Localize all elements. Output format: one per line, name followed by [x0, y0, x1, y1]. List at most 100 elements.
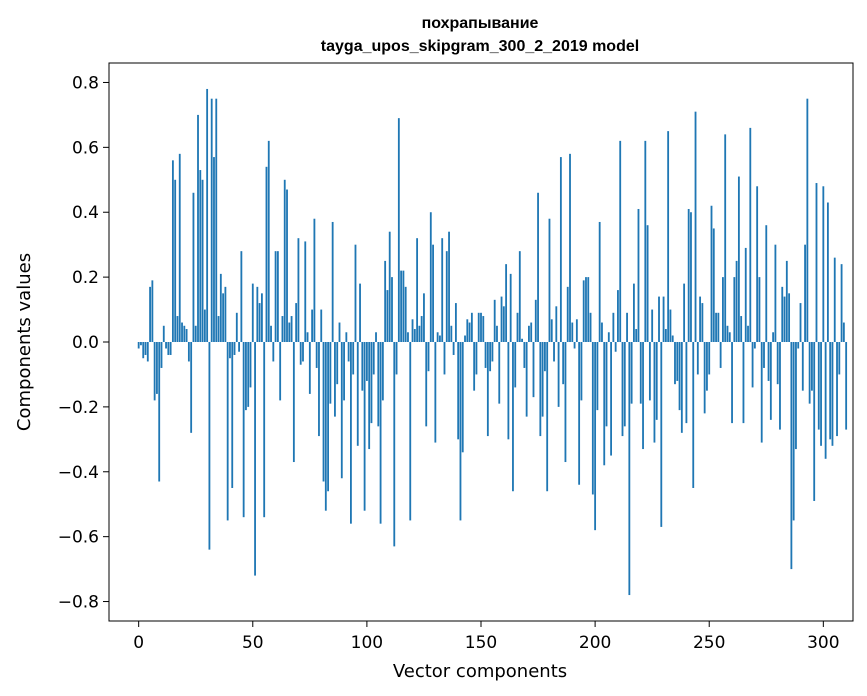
- bar-47: [245, 342, 247, 411]
- bar-297: [815, 183, 818, 342]
- bar-268: [749, 127, 752, 342]
- bar-32: [210, 98, 213, 343]
- bar-83: [327, 342, 330, 492]
- bar-171: [528, 325, 530, 342]
- bar-189: [569, 153, 571, 342]
- bar-159: [500, 296, 503, 342]
- bar-6: [151, 280, 154, 342]
- bar-276: [767, 342, 770, 381]
- bar-16: [174, 179, 177, 342]
- y-tick-label: −0.4: [58, 463, 99, 483]
- bar-89: [340, 342, 343, 479]
- bar-57: [267, 140, 270, 342]
- bar-137: [450, 325, 453, 342]
- bar-185: [559, 157, 562, 342]
- bar-218: [635, 329, 638, 342]
- bar-71: [299, 342, 302, 365]
- bar-269: [751, 342, 754, 388]
- x-axis-label: Vector components: [393, 661, 567, 682]
- bar-54: [260, 293, 263, 342]
- bar-249: [706, 342, 708, 391]
- bar-310: [845, 342, 848, 430]
- bar-196: [585, 277, 587, 342]
- bar-1: [140, 342, 142, 346]
- bar-94: [352, 342, 355, 375]
- bar-112: [393, 342, 396, 547]
- bar-17: [176, 316, 179, 342]
- bar-84: [329, 342, 332, 404]
- bar-9: [158, 342, 161, 482]
- bar-215: [628, 342, 631, 596]
- bar-282: [781, 286, 784, 342]
- bar-5: [149, 286, 151, 342]
- bar-11: [162, 325, 165, 342]
- bar-284: [785, 260, 788, 342]
- bar-193: [578, 342, 581, 485]
- bar-123: [418, 325, 421, 342]
- bar-37: [222, 293, 225, 342]
- y-tick-label: 0.4: [72, 203, 99, 223]
- bar-214: [626, 312, 628, 342]
- bar-200: [594, 342, 597, 531]
- bar-121: [413, 329, 416, 342]
- bar-167: [518, 251, 521, 342]
- bar-79: [318, 342, 320, 437]
- bar-243: [692, 342, 695, 488]
- bar-14: [169, 342, 172, 355]
- bar-304: [831, 342, 834, 446]
- bar-166: [516, 312, 519, 342]
- bar-258: [726, 325, 729, 342]
- bar-25: [194, 325, 197, 342]
- bar-302: [826, 202, 829, 342]
- bar-82: [324, 342, 327, 511]
- bar-242: [690, 212, 692, 342]
- bar-181: [550, 319, 553, 342]
- bar-233: [669, 309, 672, 342]
- bar-118: [407, 332, 409, 342]
- bar-96: [356, 342, 359, 446]
- bar-53: [258, 303, 261, 342]
- bar-88: [338, 322, 341, 342]
- bar-245: [696, 342, 699, 375]
- bar-138: [452, 342, 455, 355]
- bar-75: [308, 342, 311, 394]
- bar-87: [336, 342, 339, 385]
- bar-202: [598, 221, 601, 342]
- bar-131: [436, 332, 439, 342]
- bar-63: [281, 316, 284, 342]
- bar-298: [817, 342, 820, 430]
- bar-127: [427, 342, 430, 372]
- bar-77: [313, 218, 316, 342]
- chart-title-word: похрапывание: [422, 15, 539, 32]
- bar-20: [183, 325, 186, 342]
- bar-117: [404, 286, 407, 342]
- bar-286: [790, 342, 793, 570]
- bar-100: [365, 342, 368, 381]
- bar-235: [674, 342, 676, 385]
- bar-252: [712, 228, 715, 342]
- bar-197: [587, 277, 590, 342]
- bar-174: [534, 299, 537, 342]
- bar-308: [840, 264, 843, 342]
- bar-43: [235, 312, 238, 342]
- bar-23: [190, 342, 193, 433]
- bar-90: [343, 342, 345, 401]
- bar-267: [747, 325, 749, 342]
- bar-50: [251, 283, 254, 342]
- bar-55: [263, 342, 266, 518]
- bar-98: [361, 342, 364, 391]
- bar-179: [546, 342, 549, 492]
- bar-239: [683, 283, 686, 342]
- bar-259: [728, 332, 731, 342]
- bar-265: [742, 342, 745, 424]
- bar-22: [187, 342, 190, 362]
- bar-221: [642, 342, 644, 450]
- y-axis-ticks: −0.8 −0.6 −0.4 −0.2 0.0 0.2 0.4 0.6 0.8: [58, 73, 109, 613]
- bar-287: [792, 342, 795, 521]
- bar-67: [290, 316, 293, 342]
- x-axis-ticks: 0 50 100 150 200 250 300: [133, 621, 840, 653]
- bar-266: [744, 247, 747, 342]
- bar-105: [377, 342, 380, 427]
- bar-4: [146, 342, 149, 362]
